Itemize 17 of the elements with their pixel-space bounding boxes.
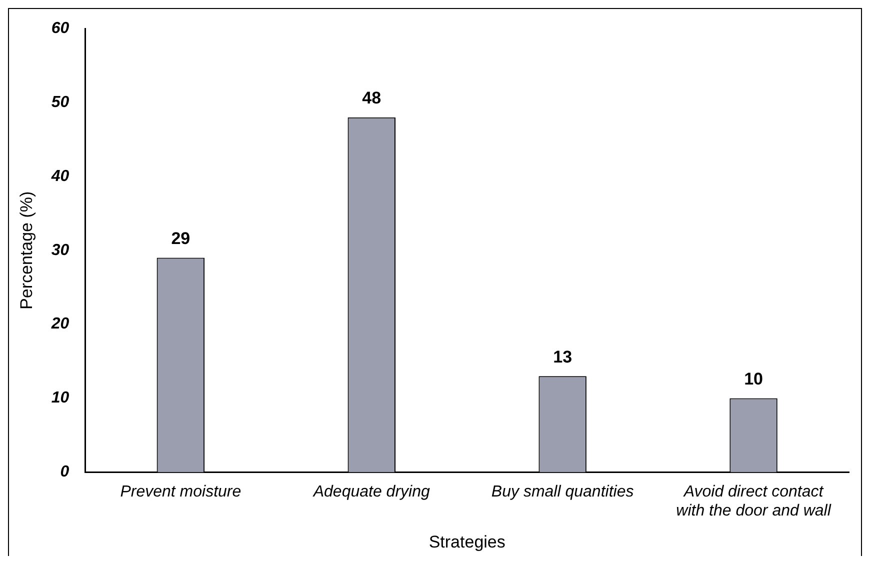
y-tick-label: 30 bbox=[51, 242, 70, 259]
y-axis-title: Percentage (%) bbox=[16, 191, 36, 310]
x-tick-label: Avoid direct contact with the door and wall bbox=[676, 483, 832, 520]
y-tick-label: 0 bbox=[60, 464, 70, 481]
y-tick-label: 40 bbox=[50, 168, 70, 185]
data-label: 48 bbox=[362, 88, 382, 108]
y-tick-label: 10 bbox=[51, 390, 70, 407]
data-label: 10 bbox=[744, 369, 763, 388]
data-label: 13 bbox=[553, 347, 572, 366]
x-tick-label: Prevent moisture bbox=[120, 483, 242, 500]
y-tick-label: 20 bbox=[50, 316, 70, 333]
y-tick-label: 60 bbox=[51, 20, 70, 38]
x-axis-title: Strategies bbox=[428, 532, 506, 552]
data-label: 29 bbox=[171, 228, 190, 248]
y-tick-label: 50 bbox=[51, 94, 70, 111]
x-tick-label: Adequate drying bbox=[312, 483, 430, 500]
x-tick-label: Buy small quantities bbox=[491, 483, 634, 500]
